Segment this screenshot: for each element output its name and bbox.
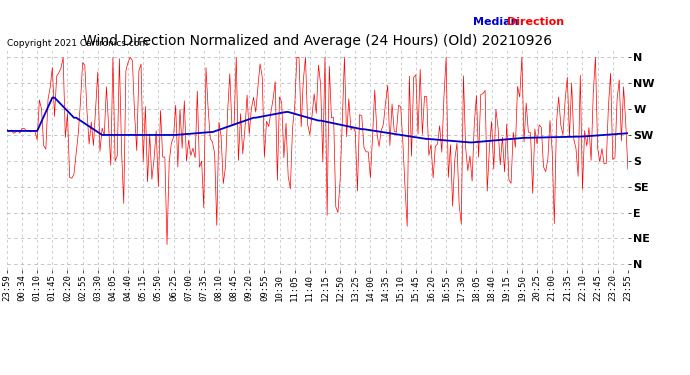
Text: Direction: Direction [507,17,564,27]
Title: Wind Direction Normalized and Average (24 Hours) (Old) 20210926: Wind Direction Normalized and Average (2… [83,34,552,48]
Text: Copyright 2021 Cartronics.com: Copyright 2021 Cartronics.com [7,39,148,48]
Text: Median: Median [473,17,518,27]
